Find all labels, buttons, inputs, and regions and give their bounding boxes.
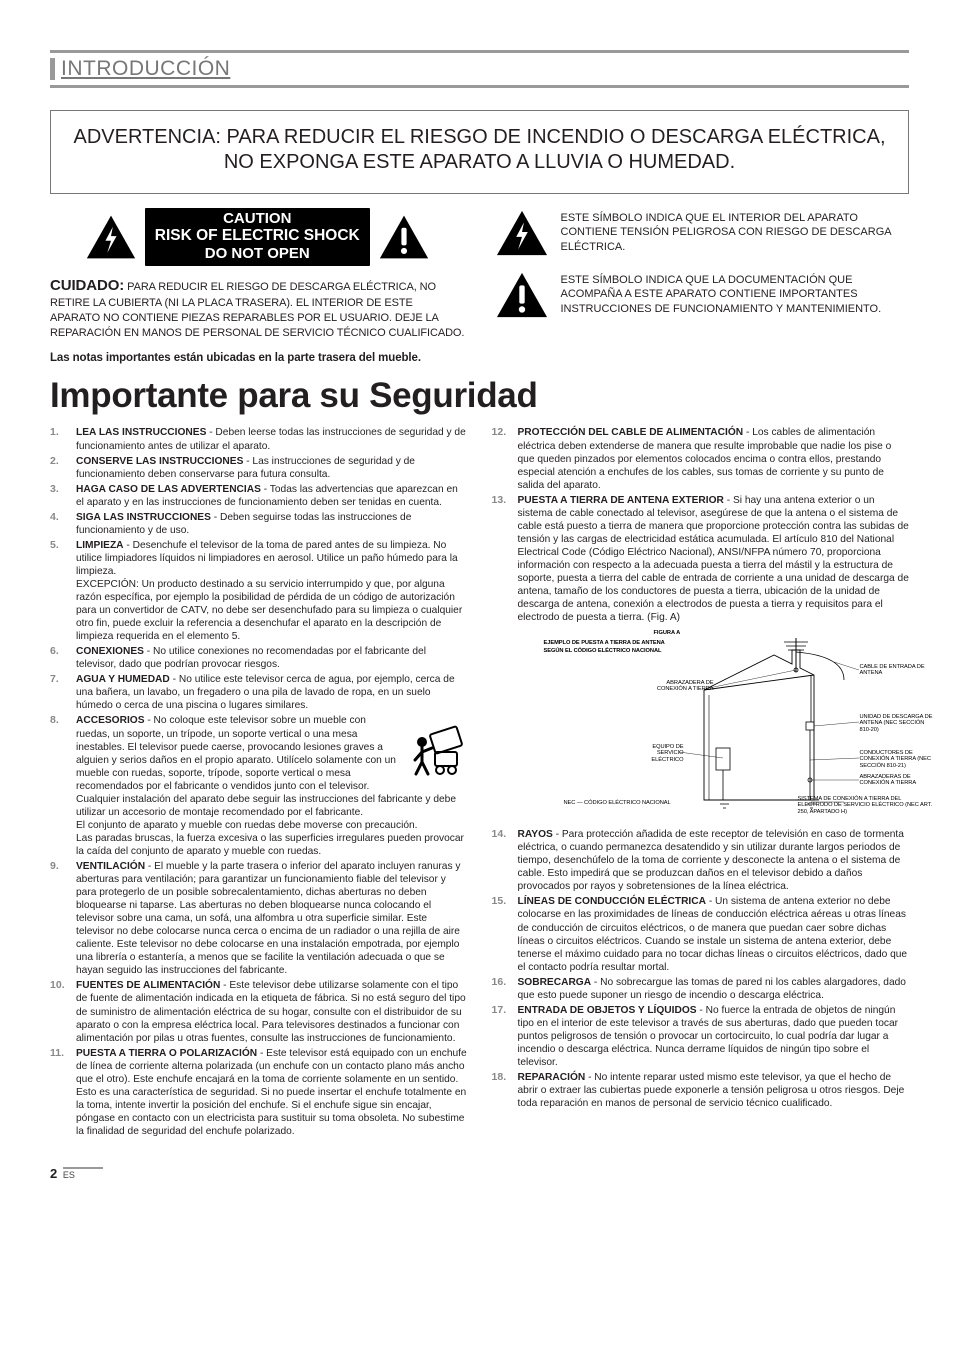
- fig-l-unidad: UNIDAD DE DESCARGA DE ANTENA (NEC SECCIÓ…: [860, 714, 936, 733]
- item-15: LÍNEAS DE CONDUCCIÓN ELÉCTRICA - Un sist…: [492, 895, 910, 973]
- fig-l-abraz2: ABRAZADERAS DE CONEXIÓN A TIERRA: [860, 774, 936, 787]
- fig-l-conduct: CONDUCTORES DE CONEXIÓN A TIERRA (NEC SE…: [860, 750, 936, 769]
- item-head: ACCESORIOS: [76, 715, 145, 726]
- caution-line2: RISK OF ELECTRIC SHOCK: [155, 227, 360, 245]
- item-1: LEA LAS INSTRUCCIONES - Deben leerse tod…: [50, 426, 468, 452]
- item-17: ENTRADA DE OBJETOS Y LÍQUIDOS - No fuerc…: [492, 1004, 910, 1069]
- item-body: - Este televisor está equipado con un en…: [76, 1048, 467, 1137]
- fig-title: FIGURA A: [654, 630, 681, 636]
- left-col: CAUTION RISK OF ELECTRIC SHOCK DO NOT OP…: [50, 208, 465, 341]
- header-top-rule: [50, 50, 909, 53]
- warning-box: ADVERTENCIA: PARA REDUCIR EL RIESGO DE I…: [50, 110, 909, 194]
- caution-line3: DO NOT OPEN: [155, 245, 360, 262]
- item-body: - El mueble y la parte trasera o inferio…: [76, 861, 460, 976]
- caution-symbol-section: CAUTION RISK OF ELECTRIC SHOCK DO NOT OP…: [50, 208, 909, 341]
- item-body: - Para protección añadida de este recept…: [518, 829, 904, 892]
- item-head: CONSERVE LAS INSTRUCCIONES: [76, 456, 243, 467]
- cuidado-bold: CUIDADO:: [50, 277, 124, 294]
- item-11: PUESTA A TIERRA O POLARIZACIÓN - Este te…: [50, 1047, 468, 1138]
- item-head: REPARACIÓN: [518, 1072, 586, 1083]
- item-body: - Un sistema de antena exterior no debe …: [518, 896, 908, 972]
- page-lang: ES: [63, 1167, 103, 1182]
- item-head: PUESTA A TIERRA DE ANTENA EXTERIOR: [518, 495, 724, 506]
- warning-text: ADVERTENCIA: PARA REDUCIR EL RIESGO DE I…: [73, 125, 886, 175]
- item-body3: El conjunto de aparato y mueble con rued…: [76, 820, 418, 831]
- symbol-row-1: ESTE SÍMBOLO INDICA QUE EL INTERIOR DEL …: [495, 208, 910, 258]
- page-num: 2: [50, 1166, 57, 1181]
- header-tick: [50, 58, 55, 80]
- item-head: LÍNEAS DE CONDUCCIÓN ELÉCTRICA: [518, 896, 706, 907]
- item-head: PUESTA A TIERRA O POLARIZACIÓN: [76, 1048, 257, 1059]
- symbol-row-2: ESTE SÍMBOLO INDICA QUE LA DOCUMENTACIÓN…: [495, 270, 910, 320]
- section-title: INTRODUCCIÓN: [61, 56, 230, 83]
- main-title: Importante para su Seguridad: [50, 374, 909, 419]
- page-number: 2 ES: [50, 1166, 909, 1183]
- header-bottom-rule: [50, 85, 909, 88]
- item-head: LIMPIEZA: [76, 540, 124, 551]
- item-7: AGUA Y HUMEDAD - No utilice este televis…: [50, 673, 468, 712]
- item-6: CONEXIONES - No utilice conexiones no re…: [50, 645, 468, 671]
- item-8: ACCESORIOS - No coloque este televisor s…: [50, 714, 468, 858]
- item-4: SIGA LAS INSTRUCCIONES - Deben seguirse …: [50, 511, 468, 537]
- fig-l-abraz: ABRAZADERA DE CONEXIÓN A TIERRA: [644, 680, 714, 693]
- symbol2-text: ESTE SÍMBOLO INDICA QUE LA DOCUMENTACIÓN…: [561, 273, 910, 318]
- item-13: PUESTA A TIERRA DE ANTENA EXTERIOR - Si …: [492, 494, 910, 820]
- item-body4: Las paradas bruscas, la fuerza excesiva …: [76, 833, 464, 857]
- safety-list-columns: LEA LAS INSTRUCCIONES - Deben leerse tod…: [50, 426, 909, 1137]
- item-10: FUENTES DE ALIMENTACIÓN - Este televisor…: [50, 979, 468, 1044]
- fig-l-nec: NEC — CÓDIGO ELÉCTRICO NACIONAL: [564, 800, 724, 806]
- item-head: LEA LAS INSTRUCCIONES: [76, 427, 206, 438]
- item-head: ENTRADA DE OBJETOS Y LÍQUIDOS: [518, 1005, 697, 1016]
- fig-l-equipo: EQUIPO DE SERVICIO ELÉCTRICO: [639, 744, 684, 763]
- fig-l-cable: CABLE DE ENTRADA DE ANTENA: [860, 664, 930, 677]
- item-9: VENTILACIÓN - El mueble y la parte trase…: [50, 860, 468, 977]
- shock-triangle-icon: [85, 213, 137, 261]
- safety-list: LEA LAS INSTRUCCIONES - Deben leerse tod…: [50, 426, 909, 1137]
- item-12: PROTECCIÓN DEL CABLE DE ALIMENTACIÓN - L…: [492, 426, 910, 491]
- exclamation-triangle-icon: [378, 213, 430, 261]
- item-head: SIGA LAS INSTRUCCIONES: [76, 512, 211, 523]
- fig-sub2: SEGÚN EL CÓDIGO ELÉCTRICO NACIONAL: [544, 648, 724, 654]
- item-5: LIMPIEZA - Desenchufe el televisor de la…: [50, 539, 468, 643]
- caution-box: CAUTION RISK OF ELECTRIC SHOCK DO NOT OP…: [145, 208, 370, 266]
- caution-line1: CAUTION: [155, 210, 360, 227]
- header-row: INTRODUCCIÓN: [50, 56, 909, 83]
- item-18: REPARACIÓN - No intente reparar usted mi…: [492, 1071, 910, 1110]
- symbol1-text: ESTE SÍMBOLO INDICA QUE EL INTERIOR DEL …: [561, 211, 910, 256]
- item-14: RAYOS - Para protección añadida de este …: [492, 828, 910, 893]
- cart-tip-icon: [406, 718, 468, 780]
- item-16: SOBRECARGA - No sobrecargue las tomas de…: [492, 976, 910, 1002]
- item-head: VENTILACIÓN: [76, 861, 145, 872]
- item-head: CONEXIONES: [76, 646, 144, 657]
- figure-a: FIGURA A EJEMPLO DE PUESTA A TIERRA DE A…: [544, 630, 910, 820]
- item-body2: Cualquier instalación del aparato debe s…: [76, 794, 456, 818]
- item-body2: EXCEPCIÓN: Un producto destinado a su se…: [76, 579, 462, 642]
- item-body: - Si hay una antena exterior o un sistem…: [518, 495, 909, 623]
- caution-label-wrap: CAUTION RISK OF ELECTRIC SHOCK DO NOT OP…: [50, 208, 465, 266]
- item-head: PROTECCIÓN DEL CABLE DE ALIMENTACIÓN: [518, 427, 744, 438]
- shock-triangle-icon: [495, 208, 549, 258]
- item-body: - Desenchufe el televisor de la toma de …: [76, 540, 458, 577]
- fig-l-sistema: SISTEMA DE CONEXIÓN A TIERRA DEL ELECTRO…: [798, 796, 934, 815]
- item-head: HAGA CASO DE LAS ADVERTENCIAS: [76, 484, 261, 495]
- cuidado-text: CUIDADO: PARA REDUCIR EL RIESGO DE DESCA…: [50, 276, 465, 341]
- exclamation-triangle-icon: [495, 270, 549, 320]
- item-head: SOBRECARGA: [518, 977, 592, 988]
- item-head: RAYOS: [518, 829, 553, 840]
- item-3: HAGA CASO DE LAS ADVERTENCIAS - Todas la…: [50, 483, 468, 509]
- notas-text: Las notas importantes están ubicadas en …: [50, 351, 909, 366]
- right-col: ESTE SÍMBOLO INDICA QUE EL INTERIOR DEL …: [495, 208, 910, 341]
- item-2: CONSERVE LAS INSTRUCCIONES - Las instruc…: [50, 455, 468, 481]
- fig-sub1: EJEMPLO DE PUESTA A TIERRA DE ANTENA: [544, 640, 724, 646]
- item-head: AGUA Y HUMEDAD: [76, 674, 170, 685]
- item-head: FUENTES DE ALIMENTACIÓN: [76, 980, 220, 991]
- item-body: - No coloque este televisor sobre un mue…: [76, 715, 396, 791]
